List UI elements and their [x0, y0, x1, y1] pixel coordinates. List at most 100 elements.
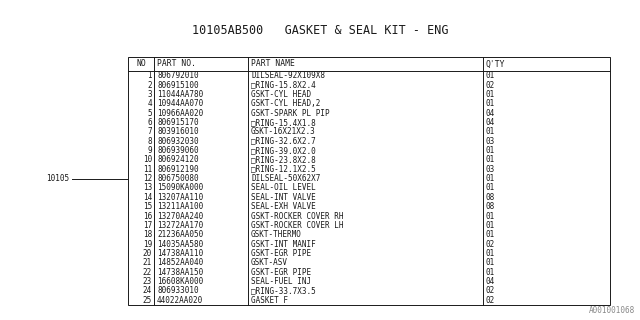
Text: GSKT-INT MANIF: GSKT-INT MANIF: [251, 240, 316, 249]
Text: 806933010: 806933010: [157, 286, 198, 295]
Text: □RING-23.8X2.8: □RING-23.8X2.8: [251, 156, 316, 164]
Text: GSKT-ROCKER COVER RH: GSKT-ROCKER COVER RH: [251, 212, 344, 220]
Text: GSKT-EGR PIPE: GSKT-EGR PIPE: [251, 249, 311, 258]
Text: 02: 02: [486, 286, 495, 295]
Text: 13272AA170: 13272AA170: [157, 221, 204, 230]
Text: 25: 25: [143, 296, 152, 305]
Text: DILSEAL-50X62X7: DILSEAL-50X62X7: [251, 174, 321, 183]
Text: PART NAME: PART NAME: [251, 60, 295, 68]
Text: 01: 01: [486, 127, 495, 136]
Text: 14035AA580: 14035AA580: [157, 240, 204, 249]
Text: 11044AA780: 11044AA780: [157, 90, 204, 99]
Text: 9: 9: [147, 146, 152, 155]
Text: 7: 7: [147, 127, 152, 136]
Text: 806750080: 806750080: [157, 174, 198, 183]
Text: 11: 11: [143, 165, 152, 174]
Text: 10944AA070: 10944AA070: [157, 99, 204, 108]
Text: SEAL-EXH VALVE: SEAL-EXH VALVE: [251, 202, 316, 211]
Text: 10: 10: [143, 156, 152, 164]
Text: 13270AA240: 13270AA240: [157, 212, 204, 220]
Text: 806915170: 806915170: [157, 118, 198, 127]
Text: 02: 02: [486, 81, 495, 90]
Text: 01: 01: [486, 183, 495, 193]
Text: GSKT-ASV: GSKT-ASV: [251, 258, 288, 268]
Text: NO: NO: [136, 60, 146, 68]
Text: 5: 5: [147, 108, 152, 118]
Text: 04: 04: [486, 118, 495, 127]
Text: GSKT-CYL HEAD,2: GSKT-CYL HEAD,2: [251, 99, 321, 108]
Text: 16608KA000: 16608KA000: [157, 277, 204, 286]
Text: 6: 6: [147, 118, 152, 127]
Text: Q'TY: Q'TY: [486, 60, 506, 68]
Text: DILSEAL-92X109X8: DILSEAL-92X109X8: [251, 71, 325, 80]
Text: 04: 04: [486, 108, 495, 118]
Text: 01: 01: [486, 146, 495, 155]
Text: 806924120: 806924120: [157, 156, 198, 164]
Text: GASKET F: GASKET F: [251, 296, 288, 305]
Text: 8: 8: [147, 137, 152, 146]
Bar: [128, 57, 610, 305]
Text: □RING-15.8X2.4: □RING-15.8X2.4: [251, 81, 316, 90]
Text: 08: 08: [486, 193, 495, 202]
Text: 15090KA000: 15090KA000: [157, 183, 204, 193]
Text: SEAL-FUEL INJ: SEAL-FUEL INJ: [251, 277, 311, 286]
Text: 13211AA100: 13211AA100: [157, 202, 204, 211]
Text: 01: 01: [486, 90, 495, 99]
Text: 21: 21: [143, 258, 152, 268]
Text: GSKT-EGR PIPE: GSKT-EGR PIPE: [251, 268, 311, 277]
Text: 02: 02: [486, 296, 495, 305]
Text: PART NO.: PART NO.: [157, 60, 196, 68]
Text: 806932030: 806932030: [157, 137, 198, 146]
Text: A001001068: A001001068: [589, 306, 635, 315]
Text: □RING-12.1X2.5: □RING-12.1X2.5: [251, 165, 316, 174]
Text: 01: 01: [486, 249, 495, 258]
Text: 01: 01: [486, 156, 495, 164]
Text: 02: 02: [486, 240, 495, 249]
Text: 12: 12: [143, 174, 152, 183]
Text: 13207AA110: 13207AA110: [157, 193, 204, 202]
Text: 01: 01: [486, 230, 495, 239]
Text: □RING-15.4X1.8: □RING-15.4X1.8: [251, 118, 316, 127]
Text: 10105: 10105: [46, 174, 69, 183]
Text: 10966AA020: 10966AA020: [157, 108, 204, 118]
Text: GSKT-CYL HEAD: GSKT-CYL HEAD: [251, 90, 311, 99]
Text: 01: 01: [486, 71, 495, 80]
Text: 2: 2: [147, 81, 152, 90]
Text: 806939060: 806939060: [157, 146, 198, 155]
Text: 01: 01: [486, 221, 495, 230]
Text: 20: 20: [143, 249, 152, 258]
Text: 13: 13: [143, 183, 152, 193]
Text: 806792010: 806792010: [157, 71, 198, 80]
Text: 44022AA020: 44022AA020: [157, 296, 204, 305]
Text: 19: 19: [143, 240, 152, 249]
Text: 14852AA040: 14852AA040: [157, 258, 204, 268]
Text: 1: 1: [147, 71, 152, 80]
Text: □RING-39.0X2.0: □RING-39.0X2.0: [251, 146, 316, 155]
Text: 24: 24: [143, 286, 152, 295]
Text: 14738AA150: 14738AA150: [157, 268, 204, 277]
Text: 15: 15: [143, 202, 152, 211]
Text: □RING-33.7X3.5: □RING-33.7X3.5: [251, 286, 316, 295]
Text: 21236AA050: 21236AA050: [157, 230, 204, 239]
Text: 4: 4: [147, 99, 152, 108]
Text: 10105AB500   GASKET & SEAL KIT - ENG: 10105AB500 GASKET & SEAL KIT - ENG: [192, 23, 448, 36]
Text: 3: 3: [147, 90, 152, 99]
Text: 03: 03: [486, 137, 495, 146]
Text: 806912190: 806912190: [157, 165, 198, 174]
Text: 01: 01: [486, 258, 495, 268]
Text: 01: 01: [486, 99, 495, 108]
Text: GSKT-16X21X2.3: GSKT-16X21X2.3: [251, 127, 316, 136]
Text: 22: 22: [143, 268, 152, 277]
Text: GSKT-THERMO: GSKT-THERMO: [251, 230, 302, 239]
Text: 01: 01: [486, 212, 495, 220]
Text: 14: 14: [143, 193, 152, 202]
Text: GSKT-ROCKER COVER LH: GSKT-ROCKER COVER LH: [251, 221, 344, 230]
Text: SEAL-INT VALVE: SEAL-INT VALVE: [251, 193, 316, 202]
Text: 01: 01: [486, 268, 495, 277]
Text: 806915100: 806915100: [157, 81, 198, 90]
Text: SEAL-OIL LEVEL: SEAL-OIL LEVEL: [251, 183, 316, 193]
Text: 14738AA110: 14738AA110: [157, 249, 204, 258]
Text: 01: 01: [486, 174, 495, 183]
Text: 17: 17: [143, 221, 152, 230]
Text: 08: 08: [486, 202, 495, 211]
